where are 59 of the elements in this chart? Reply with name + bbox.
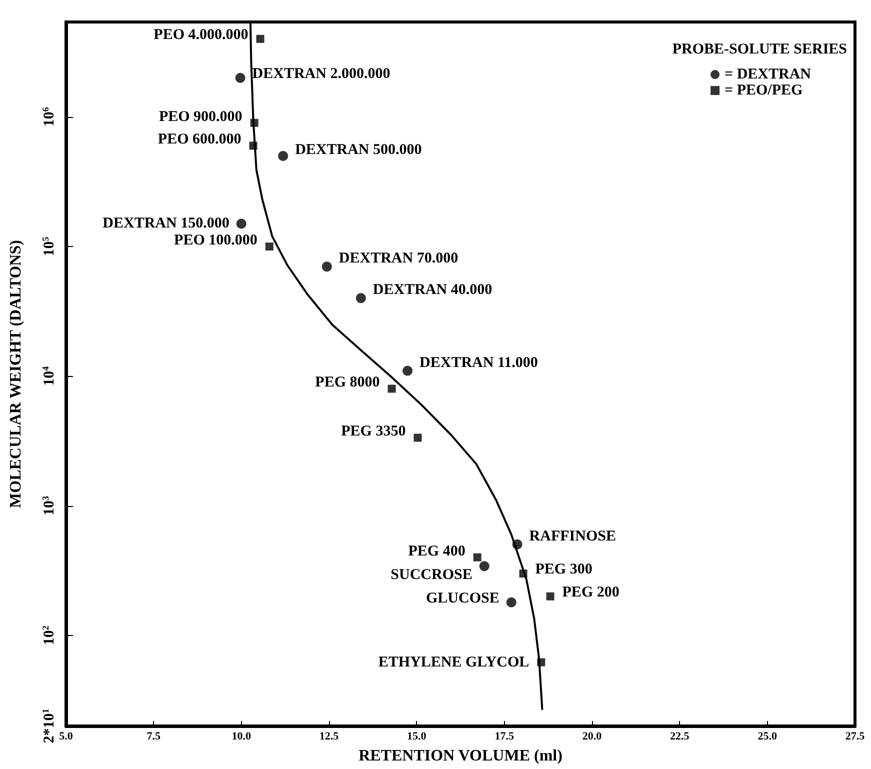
point <box>537 658 546 666</box>
legend-label: = DEXTRAN <box>724 66 812 82</box>
point <box>256 34 264 43</box>
point <box>249 142 258 150</box>
annotation: PEG 8000 <box>315 374 380 391</box>
annotation: PEO 600.000 <box>158 132 242 148</box>
y-axis-title: MOLECULAR WEIGHT (DALTONS) <box>8 240 24 508</box>
point <box>402 366 413 376</box>
x-tick-label: 10.0 <box>232 730 252 742</box>
point <box>236 218 246 229</box>
legend-title: PROBE-SOLUTE SERIES <box>672 42 847 58</box>
x-tick-label: 20.0 <box>582 730 602 742</box>
x-tick-label: 27.5 <box>845 730 866 742</box>
point <box>519 570 528 578</box>
annotation: DEXTRAN 11.000 <box>420 354 538 371</box>
point <box>356 293 366 304</box>
annotation: RAFFINOSE <box>529 528 616 544</box>
annotation: DEXTRAN 70.000 <box>338 250 458 267</box>
annotation: DEXTRAN 40.000 <box>372 282 492 298</box>
point <box>473 553 482 562</box>
x-tick-label: 5.0 <box>59 730 74 742</box>
y-tick-label: 102 <box>40 625 58 646</box>
annotation: PEG 200 <box>562 584 620 600</box>
point <box>388 384 396 393</box>
annotation: PEG 3350 <box>341 424 406 440</box>
annotation: PEG 300 <box>535 562 592 578</box>
legend-label: = PEO/PEG <box>724 82 803 98</box>
x-tick-label: 12.5 <box>319 730 340 742</box>
point <box>546 592 554 600</box>
point <box>278 150 288 161</box>
x-tick-label: 15.0 <box>407 730 427 742</box>
point <box>414 434 422 442</box>
point <box>235 72 246 83</box>
annotation: PEO 4.000.000 <box>154 26 248 43</box>
x-tick-label: 25.0 <box>758 730 778 742</box>
annotation: ETHYLENE GLYCOL <box>378 654 530 670</box>
y-tick-label: 105 <box>40 236 58 256</box>
point <box>479 561 490 572</box>
annotation: DEXTRAN 150.000 <box>102 216 230 232</box>
annotation: PEO 100.000 <box>174 232 258 249</box>
annotation: DEXTRAN 500.000 <box>295 142 422 158</box>
point <box>322 262 332 272</box>
annotation: PEO 900.000 <box>158 108 242 125</box>
x-axis-title: RETENTION VOLUME (ml) <box>358 748 562 764</box>
y-tick-label: 103 <box>40 496 58 516</box>
y-tick-label: 2*101 <box>40 708 58 744</box>
x-tick-label: 7.5 <box>146 730 162 742</box>
x-tick-label: 22.5 <box>670 730 690 742</box>
y-tick-label: 104 <box>40 366 58 386</box>
annotation: DEXTRAN 2.000.000 <box>252 66 390 82</box>
point <box>512 539 522 550</box>
point <box>506 597 516 608</box>
annotation: GLUCOSE <box>426 590 500 606</box>
point <box>250 118 258 127</box>
annotation: PEG 400 <box>408 543 466 560</box>
y-tick-label: 106 <box>40 106 58 127</box>
x-tick-label: 17.5 <box>494 730 514 742</box>
annotation: SUCCROSE <box>390 567 472 584</box>
point <box>265 242 274 251</box>
